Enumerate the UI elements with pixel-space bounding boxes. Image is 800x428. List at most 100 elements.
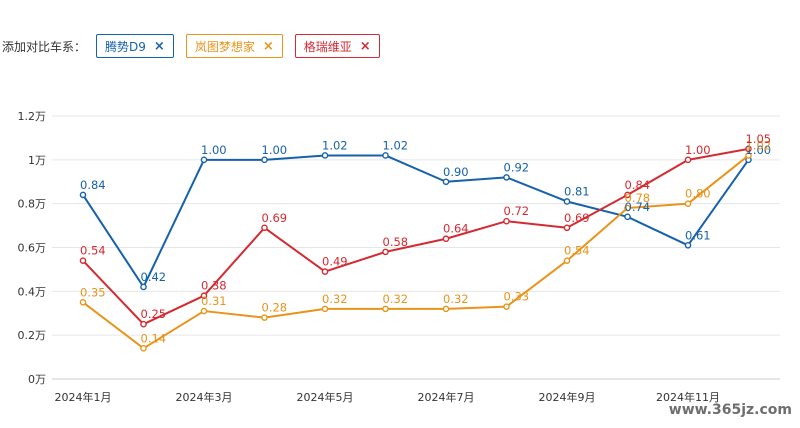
data-point — [321, 152, 329, 159]
data-label: 0.58 — [383, 235, 409, 249]
data-label: 0.33 — [504, 290, 530, 304]
close-icon[interactable]: × — [153, 38, 165, 54]
y-tick-label: 0.4万 — [18, 285, 47, 298]
x-tick-label: 2024年9月 — [539, 390, 596, 404]
y-tick-label: 0.2万 — [18, 329, 47, 342]
data-label: 1.05 — [746, 132, 772, 146]
data-label: 0.35 — [80, 285, 106, 299]
data-label: 0.25 — [141, 307, 167, 321]
data-point — [745, 145, 752, 153]
x-tick-label: 2024年7月 — [418, 390, 475, 404]
data-point — [321, 268, 329, 275]
data-point — [563, 257, 571, 264]
data-point — [624, 191, 631, 199]
data-label: 0.31 — [201, 294, 227, 308]
y-tick-label: 1万 — [28, 154, 46, 167]
data-point — [684, 200, 692, 207]
series-layer — [79, 145, 752, 352]
data-point — [382, 152, 389, 159]
data-point — [442, 178, 450, 186]
data-point — [140, 345, 147, 352]
axis-layer: 0万 0.2万 0.4万 0.6万 0.8万 1万 1.2万 2024年1月 2024年3月 20… — [18, 110, 721, 404]
x-tick-label: 2024年3月 — [176, 390, 233, 404]
data-label: 0.32 — [443, 292, 469, 306]
chip-label: 格瑞维亚 — [303, 39, 352, 54]
data-label: 0.64 — [443, 222, 469, 236]
close-icon[interactable]: × — [359, 38, 371, 54]
data-label: 0.78 — [625, 191, 651, 205]
data-point — [200, 156, 208, 164]
compare-chip-tengshi-d9[interactable]: 腾势D9 × — [96, 34, 174, 58]
data-point — [79, 257, 87, 264]
data-label: 0.69 — [564, 211, 590, 225]
data-label: 0.69 — [262, 211, 288, 225]
data-point — [261, 156, 268, 164]
x-tick-label: 2024年5月 — [297, 390, 354, 404]
data-point — [382, 305, 389, 313]
data-label: 1.02 — [322, 138, 348, 152]
data-point — [624, 204, 631, 212]
data-label: 0.92 — [504, 160, 530, 174]
data-point — [442, 235, 450, 243]
data-point — [503, 217, 510, 225]
chip-label: 岚图梦想家 — [194, 39, 255, 54]
data-label: 0.74 — [625, 200, 651, 214]
data-label: 1.02 — [383, 138, 409, 152]
data-point — [79, 191, 87, 199]
data-point — [382, 248, 389, 256]
data-point — [503, 174, 510, 181]
data-label: 1.00 — [746, 143, 772, 157]
data-label: 1.00 — [262, 143, 288, 157]
grid-layer — [52, 115, 780, 380]
y-tick-label: 0.6万 — [18, 242, 47, 255]
data-point — [261, 224, 268, 232]
y-tick-label: 0万 — [28, 373, 46, 386]
data-label: 1.00 — [685, 143, 711, 157]
y-tick-label: 0.8万 — [18, 198, 47, 211]
compare-bar: 添加对比车系： 腾势D9 × 岚图梦想家 × 格瑞维亚 × — [0, 33, 392, 59]
data-label: 0.80 — [685, 187, 711, 201]
series-line — [82, 147, 749, 326]
data-label: 0.42 — [141, 270, 167, 284]
data-label: 0.90 — [443, 165, 469, 179]
data-label: 0.49 — [322, 255, 348, 269]
chip-label: 腾势D9 — [105, 39, 146, 54]
data-point — [624, 213, 631, 221]
data-label: 1.00 — [201, 143, 227, 157]
compare-chip-lantu-dreamer[interactable]: 岚图梦想家 × — [185, 34, 283, 58]
data-point — [140, 320, 147, 328]
data-label: 0.61 — [685, 228, 711, 242]
data-label: 0.84 — [625, 178, 651, 192]
data-point — [200, 307, 208, 315]
series-line — [82, 154, 750, 350]
data-label: 0.54 — [564, 244, 590, 258]
y-tick-label: 1.2万 — [18, 110, 47, 123]
data-point — [563, 198, 571, 205]
series-line — [82, 154, 750, 288]
compare-chip-grevia[interactable]: 格瑞维亚 × — [294, 34, 380, 58]
close-icon[interactable]: × — [262, 38, 274, 54]
data-label: 0.72 — [504, 204, 530, 218]
compare-label: 添加对比车系： — [2, 39, 87, 54]
watermark: www.365jz.com — [668, 402, 792, 418]
data-label: 0.28 — [262, 301, 288, 315]
data-point — [79, 298, 87, 306]
data-label: 0.54 — [80, 244, 106, 258]
data-point — [200, 292, 208, 300]
data-label: 0.81 — [564, 184, 590, 198]
data-label: 0.32 — [383, 292, 409, 306]
data-label: 0.84 — [80, 178, 106, 192]
x-tick-label: 2024年11月 — [656, 390, 720, 404]
data-point — [261, 314, 268, 321]
data-label: 0.14 — [141, 331, 167, 345]
data-label: 0.38 — [201, 279, 227, 293]
data-point — [503, 303, 510, 310]
data-point — [140, 283, 147, 291]
data-point — [684, 156, 692, 164]
data-point — [563, 224, 571, 232]
data-point — [321, 305, 329, 313]
data-label: 0.32 — [322, 292, 348, 306]
data-point — [745, 152, 752, 159]
data-point — [684, 242, 692, 249]
